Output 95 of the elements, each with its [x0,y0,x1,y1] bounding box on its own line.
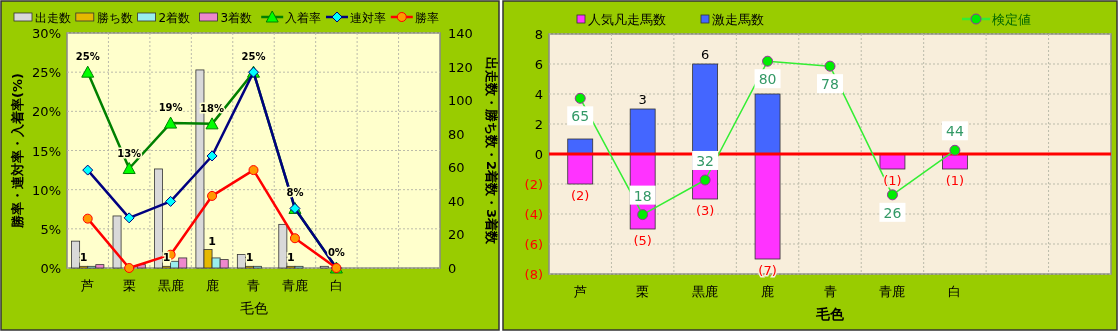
x-tick-label: 青 [247,278,260,293]
data-label: (3) [695,203,715,218]
x-tick-label: 白 [329,278,343,293]
legend-label: 連対率 [350,11,386,25]
data-label: 26 [883,204,902,221]
x-tick-label: 芦 [81,278,95,293]
bar [754,93,781,155]
x-tick-label: 青鹿 [879,284,906,299]
y2-tick-label: 140 [448,26,473,41]
data-label: 1 [287,251,295,265]
data-label: (5) [633,233,652,248]
data-label: 65 [571,108,590,125]
y-tick-label: (2) [524,177,543,192]
y2-tick-label: 100 [448,93,473,109]
data-label: 3 [638,92,647,107]
x-tick-label: 栗 [122,278,136,293]
x-tick-label: 黒鹿 [692,284,719,299]
y-tick-label: 2 [534,117,543,132]
data-label: 1 [245,251,254,265]
y2-tick-label: 20 [448,227,465,243]
bar [567,138,594,155]
data-label: 78 [821,76,839,93]
annotation: 1 [208,234,216,248]
data-label: (2) [571,188,590,203]
data-label: 1 [79,251,88,265]
point [205,117,219,130]
y-tick-label: 8 [534,27,543,42]
legend-label: 勝ち数 [96,11,133,25]
data-label: 80 [758,71,777,88]
legend-label: 検定値 [992,12,1031,27]
data-label: 32 [696,152,715,169]
x-tick-label: 芦 [573,284,587,299]
bar [754,153,781,260]
legend-label: 出走数 [35,11,71,25]
point [122,162,136,175]
y2-tick-label: 40 [448,193,465,209]
y-tick-label: 10% [32,182,61,198]
x-tick-label: 白 [948,284,962,299]
data-label: 25% [75,51,100,63]
legend-label: 勝率 [414,11,439,25]
x-tick-label: 鹿 [205,278,219,293]
x-axis-title: 毛色 [239,300,268,316]
point [82,164,94,176]
point [164,116,178,129]
legend-label: 入着率 [285,11,322,25]
data-label: 18% [200,102,225,114]
x-axis-title: 毛色 [815,306,845,322]
y-tick-label: 25% [32,65,61,81]
data-label: 0% [327,247,345,258]
x-tick-label: 黒鹿 [157,278,184,293]
bar [112,215,122,269]
legend-label: 人気凡走馬数 [588,12,666,27]
data-label: (7) [758,263,777,278]
y2-tick-label: 80 [448,126,465,142]
y-axis-title: 勝率・連対率・入着率(%) [10,73,25,229]
x-tick-label: 鹿 [761,284,775,299]
y-tick-label: 4 [534,87,543,102]
y-tick-label: 0% [40,261,61,276]
bar [567,153,594,185]
y-tick-label: (4) [524,207,543,222]
legend-label: 2着数 [158,11,191,25]
y2-tick-label: 120 [448,59,473,75]
point [124,263,135,273]
data-label: 19% [158,102,183,114]
x-tick-label: 青鹿 [281,278,308,293]
x-tick-label: 青 [823,284,837,299]
data-label: 6 [700,47,710,62]
data-label: (1) [945,173,965,188]
point [289,233,300,244]
y-tick-label: (8) [524,267,543,282]
point [207,190,218,201]
y-tick-label: 20% [32,104,61,120]
data-label: 44 [945,123,964,140]
y-tick-label: 30% [32,26,61,41]
point [123,212,135,224]
point [165,195,177,207]
y2-tick-label: 0 [448,261,457,276]
legend-label: 激走馬数 [712,12,764,27]
y-tick-label: 6 [534,57,543,72]
y-tick-label: (6) [524,237,543,252]
data-label: 25% [241,51,266,63]
y-tick-label: 5% [40,221,61,237]
point [81,65,95,78]
point [206,150,218,162]
y-tick-label: 0 [534,147,543,162]
x-tick-label: 栗 [636,284,650,299]
data-label: 18 [633,187,652,204]
y2-tick-label: 60 [448,160,465,176]
legend-label: 3着数 [220,11,253,25]
point [82,213,93,224]
bar [629,108,656,155]
point [248,165,259,176]
y-tick-label: 15% [32,143,61,159]
data-label: 1 [162,251,171,265]
y2-axis-title: 出走数・勝ち数・2着数・3着数 [484,56,499,246]
